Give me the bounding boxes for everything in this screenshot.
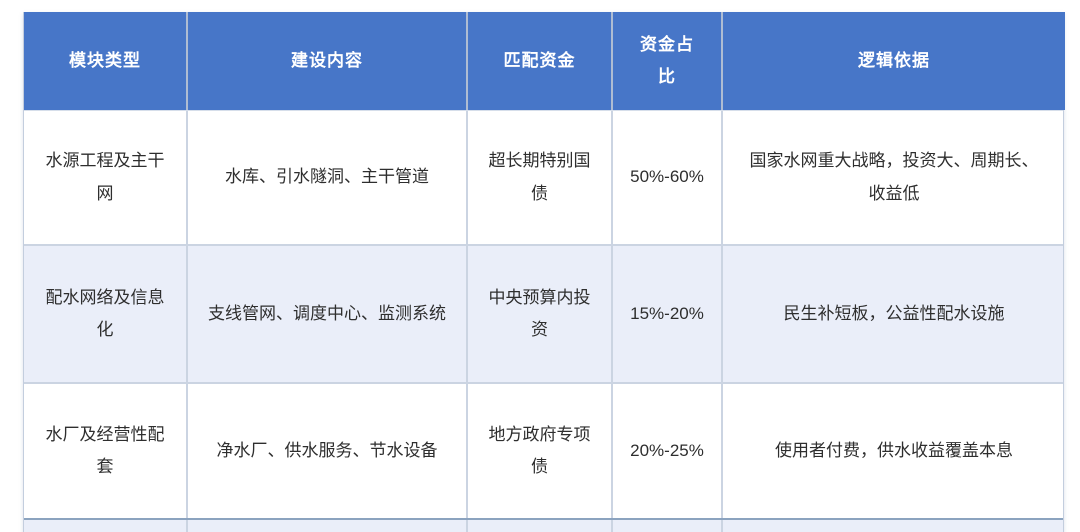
- cell-logic-basis: 使用者付费，供水收益覆盖本息: [775, 440, 1013, 460]
- cell-matching-funds: 中央预算内投资: [468, 246, 613, 382]
- cell-empty: [188, 520, 468, 532]
- cell-construction-content: 水库、引水隧洞、主干管道: [188, 111, 468, 244]
- cell-logic-basis: 民生补短板，公益性配水设施: [783, 303, 1005, 323]
- cell-module-type: 配水网络及信息化: [24, 246, 188, 382]
- table-row: 配水网络及信息化 支线管网、调度中心、监测系统 中央预算内投资 15%-20% …: [24, 246, 1063, 384]
- cell-fund-ratio: 50%-60%: [613, 111, 723, 244]
- table-row: 水源工程及主干网 水库、引水隧洞、主干管道 超长期特别国债 50%-60% 国家…: [24, 110, 1063, 246]
- cell-construction-content: 净水厂、供水服务、节水设备: [188, 384, 468, 518]
- header-cell-module-type: 模块类型: [24, 12, 188, 110]
- header-cell-logic-basis: 逻辑依据: [723, 12, 1065, 110]
- header-cell-construction-content: 建设内容: [188, 12, 468, 110]
- header-cell-matching-funds: 匹配资金: [468, 12, 613, 110]
- cell-empty: [468, 520, 613, 532]
- cell-fund-ratio: 15%-20%: [613, 246, 723, 382]
- cell-empty: [613, 520, 723, 532]
- table-header-row: 模块类型 建设内容 匹配资金 资金占比 逻辑依据: [24, 12, 1065, 110]
- cell-construction-content: 支线管网、调度中心、监测系统: [188, 246, 468, 382]
- cell-fund-ratio: 20%-25%: [613, 384, 723, 518]
- cell-logic-basis: 国家水网重大战略，投资大、周期长、收益低: [749, 151, 1039, 203]
- cell-module-type: 水厂及经营性配套: [24, 384, 188, 518]
- table-row-partial: [24, 520, 1063, 532]
- table-row: 水厂及经营性配套 净水厂、供水服务、节水设备 地方政府专项债 20%-25% 使…: [24, 384, 1063, 520]
- cell-matching-funds: 超长期特别国债: [468, 111, 613, 244]
- cell-matching-funds: 地方政府专项债: [468, 384, 613, 518]
- cell-module-type: 水源工程及主干网: [24, 111, 188, 244]
- cell-empty: [723, 520, 1065, 532]
- cell-empty: [24, 520, 188, 532]
- funding-table: 模块类型 建设内容 匹配资金 资金占比 逻辑依据 水源工程及主干网 水库、引水隧…: [23, 12, 1065, 532]
- header-cell-fund-ratio: 资金占比: [613, 12, 723, 110]
